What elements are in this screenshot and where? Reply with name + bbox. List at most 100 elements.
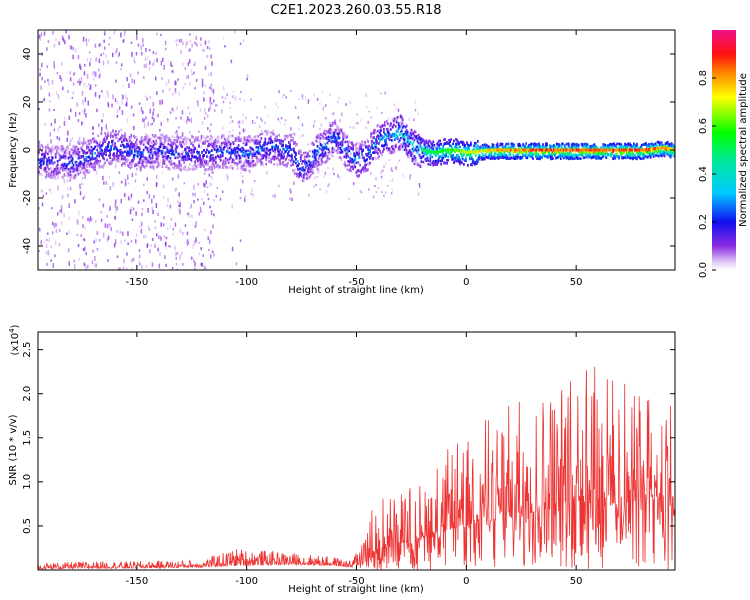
spectrogram-ridge-cell (423, 143, 426, 147)
spectrogram-ridge-cell (325, 147, 328, 150)
spectrogram-speckle (74, 153, 77, 158)
spectrogram-ridge-cell (311, 169, 314, 172)
spectrogram-speckle (365, 93, 368, 98)
spectrogram-speckle (187, 62, 190, 67)
spectrogram-ridge-cell (416, 163, 419, 166)
spectrogram-ridge-core (498, 148, 501, 152)
spectrogram-ridge-core (528, 148, 531, 152)
spectrogram-speckle (170, 61, 172, 67)
spectrogram-ridge-cell (347, 150, 350, 153)
spectrogram-speckle (209, 130, 211, 133)
spectrogram-ridge-cell (229, 134, 232, 137)
spectrogram-ridge-cell (414, 135, 417, 138)
spectrogram-ridge-cell (430, 142, 433, 145)
spectrogram-ridge-cell (233, 161, 236, 165)
spectrogram-ridge-core (629, 148, 631, 152)
spectrogram-ridge-cell (566, 154, 569, 158)
spectrogram-ridge-cell (65, 147, 68, 150)
spectrogram-ridge-cell (370, 154, 372, 157)
spectrogram-ridge-cell (364, 143, 366, 147)
spectrogram-ridge-cell (229, 156, 232, 159)
spectrogram-ridge-cell (562, 152, 565, 156)
spectrogram-speckle (125, 147, 128, 153)
spectrogram-ridge-cell (371, 143, 373, 146)
spectrogram-marks (38, 30, 675, 270)
spectrogram-ridge-cell (47, 156, 50, 160)
spectrogram-speckle (131, 51, 133, 57)
spectrogram-speckle (256, 116, 258, 119)
spectrogram-ridge-cell (378, 155, 380, 158)
spectrogram-ridge-cell (458, 141, 460, 145)
spectrogram-speckle (124, 163, 126, 167)
spectrogram-ridge-cell (272, 132, 275, 136)
spectrogram-speckle (100, 53, 102, 57)
spectrogram-ridge-cell (114, 158, 116, 161)
spectrogram-ridge-cell (593, 145, 596, 149)
spectrogram-ridge-cell (181, 145, 184, 148)
spectrogram-ridge-core (574, 148, 577, 152)
spectrogram-speckle (207, 197, 210, 201)
spectrogram-speckle (238, 124, 241, 129)
spectrogram-speckle (195, 237, 197, 243)
spectrogram-speckle (81, 91, 84, 96)
spectrogram-ridge-cell (333, 138, 336, 142)
spectrogram-speckle (120, 68, 122, 71)
spectrogram-speckle (319, 102, 321, 106)
spectrogram-ridge-cell (462, 143, 464, 146)
spectrogram-ridge-cell (94, 165, 97, 168)
spectrogram-ridge-core (550, 148, 552, 152)
spectrogram-ridge-cell (89, 161, 92, 164)
spectrogram-speckle (132, 207, 135, 211)
spectrogram-ridge-cell (661, 153, 664, 157)
spectrogram-speckle (171, 92, 174, 97)
spectrogram-ridge-core (511, 148, 514, 152)
spectrogram-speckle (141, 265, 143, 269)
spectrogram-ridge-cell (90, 164, 93, 168)
spectrogram-ridge-cell (93, 162, 96, 166)
spectrogram-ridge-cell (248, 140, 251, 143)
spectrogram-speckle (102, 175, 104, 181)
spectrogram-ridge-cell (592, 154, 595, 158)
spectrogram-ridge-cell (83, 161, 86, 164)
spectrogram-ridge-core (596, 148, 599, 152)
spectrogram-ridge-cell (121, 157, 123, 160)
spectrogram-speckle (391, 178, 394, 182)
spectrogram-ridge-cell (585, 144, 588, 148)
spectrogram-speckle (339, 119, 341, 123)
spectrogram-ridge-cell (139, 155, 142, 159)
spectrogram-ridge-cell (233, 151, 236, 154)
spectrogram-ridge-cell (50, 146, 53, 150)
spectrogram-ridge-cell (50, 161, 53, 164)
spectrogram-ridge-cell (364, 170, 366, 173)
spectrogram-ridge-cell (365, 163, 367, 166)
spectrogram-ridge-cell (416, 145, 419, 149)
spectrogram-ridge-cell (69, 170, 72, 173)
spectrogram-ridge-cell (192, 165, 194, 168)
spectrogram-speckle (149, 108, 151, 114)
spectrogram-ridge-cell (318, 134, 321, 138)
spectrogram-ridge-cell (346, 140, 349, 143)
spectrogram-ridge-cell (199, 154, 201, 157)
spectrogram-ridge-cell (397, 122, 400, 125)
spectrogram-ridge-cell (264, 137, 267, 141)
spectrogram-ridge-core (468, 150, 470, 154)
spectrogram-ridge-cell (607, 153, 610, 157)
spectrogram-speckle (374, 185, 376, 187)
spectrogram-speckle (393, 103, 396, 106)
spectrogram-ridge-cell (459, 158, 461, 162)
spectrogram-ridge-cell (146, 160, 149, 164)
spectrogram-ridge-cell (390, 135, 393, 138)
spectrogram-ridge-cell (525, 152, 528, 155)
spectrogram-ridge-core (466, 150, 468, 154)
spectrogram-ridge-cell (555, 152, 557, 155)
spectrogram-ridge-cell (397, 124, 400, 127)
spectrogram-ridge-cell (242, 148, 245, 151)
spectrogram-ridge-cell (165, 156, 168, 160)
spectrogram-speckle (67, 187, 69, 190)
spectrogram-ridge-cell (212, 162, 214, 165)
spectrogram-ridge-core (487, 148, 490, 152)
spectrogram-ridge-cell (235, 162, 238, 165)
spectrogram-ridge-cell (110, 131, 112, 135)
spectrogram-speckle (212, 89, 215, 94)
spectrogram-speckle (85, 38, 87, 42)
